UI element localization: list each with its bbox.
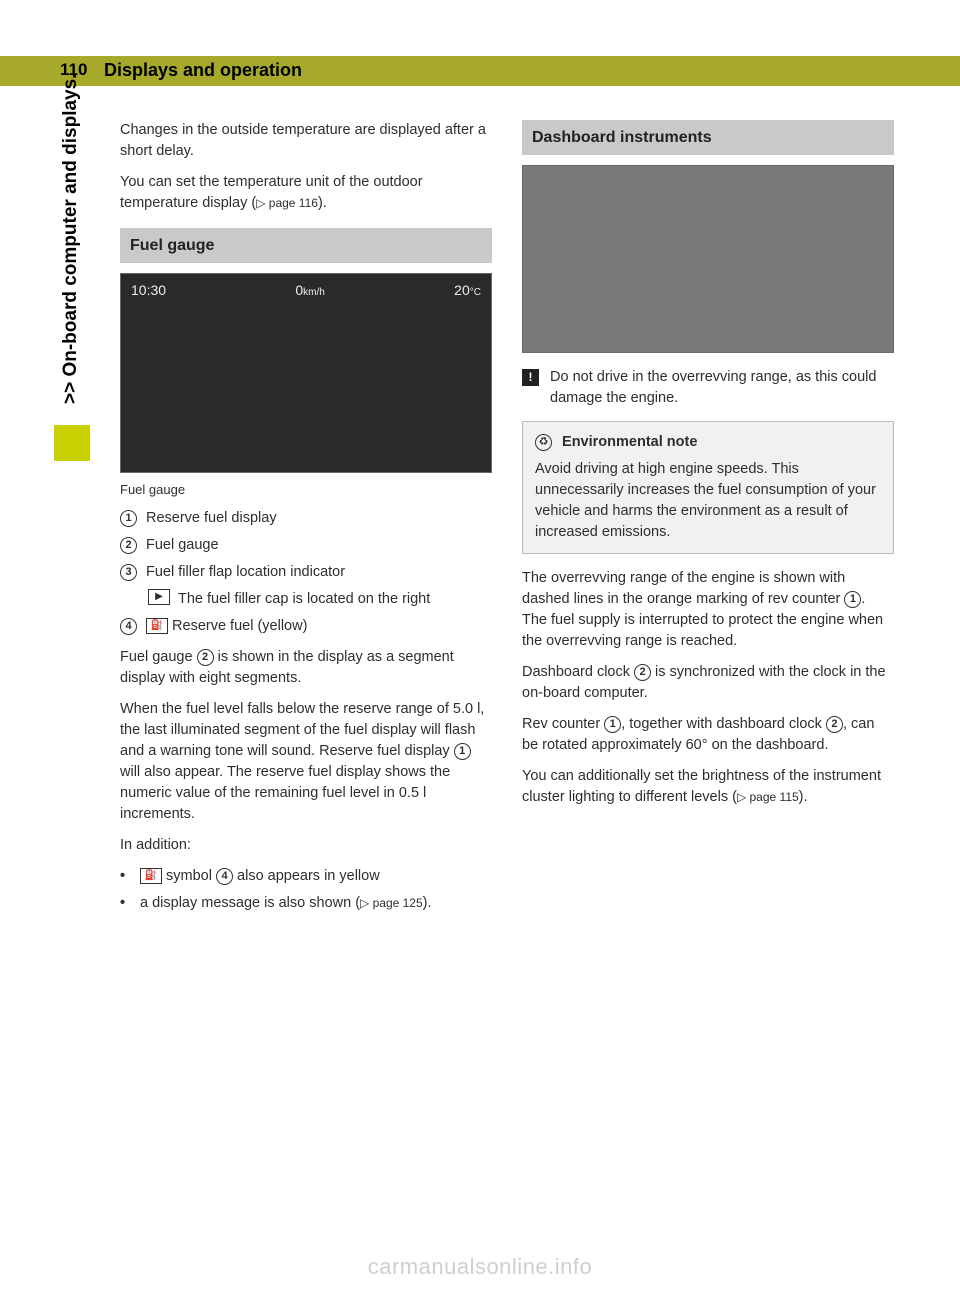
page-ref: ▷ page 125 bbox=[360, 896, 423, 910]
bullet-item: • ⛽ symbol 4 also appears in yellow bbox=[120, 866, 492, 887]
fuel-gauge-figure: 10:30 0km/h 20°C bbox=[120, 273, 492, 473]
dashboard-instruments-heading: Dashboard instruments bbox=[522, 120, 894, 155]
intro-paragraph-2: You can set the temperature unit of the … bbox=[120, 172, 492, 214]
legend-row: 2 Fuel gauge bbox=[120, 535, 492, 556]
text: a display message is also shown ( bbox=[140, 895, 360, 911]
text: ). bbox=[799, 789, 808, 805]
callout-2-icon: 2 bbox=[826, 716, 843, 733]
fuel-pump-icon: ⛽ bbox=[140, 868, 162, 884]
legend-text: ⛽ Reserve fuel (yellow) bbox=[146, 616, 492, 637]
callout-2-icon: 2 bbox=[197, 649, 214, 666]
bullet-text: ⛽ symbol 4 also appears in yellow bbox=[140, 866, 492, 887]
page-ref: ▷ page 115 bbox=[737, 790, 799, 804]
warning-note: ! Do not drive in the overrevving range,… bbox=[522, 367, 894, 409]
side-tab-marker bbox=[54, 425, 90, 461]
legend-text: Reserve fuel display bbox=[146, 508, 492, 529]
fuel-gauge-heading: Fuel gauge bbox=[120, 228, 492, 263]
legend-row: 1 Reserve fuel display bbox=[120, 508, 492, 529]
text: Rev counter bbox=[522, 716, 604, 732]
callout-1-icon: 1 bbox=[120, 510, 137, 527]
warning-icon: ! bbox=[522, 369, 539, 386]
fuel-pump-icon: ⛽ bbox=[146, 618, 168, 634]
body-paragraph: The overrevving range of the engine is s… bbox=[522, 568, 894, 652]
text: symbol bbox=[162, 868, 216, 884]
side-tab-label: >> On-board computer and displays. bbox=[60, 74, 82, 404]
text: also appears in yellow bbox=[233, 868, 380, 884]
environment-icon: ♻ bbox=[535, 434, 552, 451]
text: ). bbox=[423, 895, 432, 911]
environmental-note-title: Environmental note bbox=[562, 434, 697, 450]
legend-subrow: ▶ The fuel filler cap is located on the … bbox=[120, 589, 492, 610]
right-column: Dashboard instruments ! Do not drive in … bbox=[522, 120, 894, 1242]
text: You can additionally set the brightness … bbox=[522, 768, 881, 805]
body-paragraph: Fuel gauge 2 is shown in the display as … bbox=[120, 647, 492, 689]
page-ref: ▷ page 116 bbox=[256, 196, 318, 210]
content-columns: Changes in the outside temperature are d… bbox=[120, 120, 896, 1242]
figure-caption: Fuel gauge bbox=[120, 481, 492, 500]
legend-text: Fuel filler flap location indicator bbox=[146, 562, 492, 583]
bullet-text: a display message is also shown (▷ page … bbox=[140, 893, 492, 914]
text: The overrevving range of the engine is s… bbox=[522, 570, 845, 607]
display-time: 10:30 bbox=[131, 280, 166, 301]
body-paragraph: Rev counter 1, together with dashboard c… bbox=[522, 714, 894, 756]
text: When the fuel level falls below the rese… bbox=[120, 701, 484, 759]
warning-text: Do not drive in the overrevving range, a… bbox=[550, 367, 894, 409]
callout-4-icon: 4 bbox=[120, 618, 137, 635]
text: ). bbox=[318, 195, 327, 211]
legend-row: 4 ⛽ Reserve fuel (yellow) bbox=[120, 616, 492, 637]
callout-3-icon: 3 bbox=[120, 564, 137, 581]
text: Fuel gauge bbox=[120, 649, 197, 665]
legend-subtext: The fuel filler cap is located on the ri… bbox=[178, 589, 430, 610]
intro-paragraph-1: Changes in the outside temperature are d… bbox=[120, 120, 492, 162]
display-speed: 0km/h bbox=[295, 280, 324, 301]
bullet-icon: • bbox=[120, 893, 130, 914]
in-addition-label: In addition: bbox=[120, 835, 492, 856]
callout-2-icon: 2 bbox=[634, 664, 651, 681]
text: Reserve fuel (yellow) bbox=[172, 618, 307, 634]
body-paragraph: When the fuel level falls below the rese… bbox=[120, 699, 492, 825]
body-paragraph: Dashboard clock 2 is synchronized with t… bbox=[522, 662, 894, 704]
text: , together with dashboard clock bbox=[621, 716, 826, 732]
watermark: carmanualsonline.info bbox=[0, 1254, 960, 1280]
callout-1-icon: 1 bbox=[454, 743, 471, 760]
display-temp: 20°C bbox=[454, 280, 481, 301]
text: will also appear. The reserve fuel displ… bbox=[120, 764, 450, 822]
callout-1-icon: 1 bbox=[844, 591, 861, 608]
text: Dashboard clock bbox=[522, 664, 634, 680]
manual-page: 110 Displays and operation >> On-board c… bbox=[0, 0, 960, 1302]
callout-2-icon: 2 bbox=[120, 537, 137, 554]
environmental-note-text: Avoid driving at high engine speeds. Thi… bbox=[535, 459, 881, 543]
dashboard-display-readout: 10:30 0km/h 20°C bbox=[131, 280, 481, 301]
bullet-item: • a display message is also shown (▷ pag… bbox=[120, 893, 492, 914]
left-column: Changes in the outside temperature are d… bbox=[120, 120, 492, 1242]
callout-1-icon: 1 bbox=[604, 716, 621, 733]
legend-row: 3 Fuel filler flap location indicator bbox=[120, 562, 492, 583]
body-paragraph: You can additionally set the brightness … bbox=[522, 766, 894, 808]
bullet-icon: • bbox=[120, 866, 130, 887]
callout-4-icon: 4 bbox=[216, 868, 233, 885]
arrow-right-icon: ▶ bbox=[148, 589, 170, 605]
legend-text: Fuel gauge bbox=[146, 535, 492, 556]
dashboard-instruments-figure bbox=[522, 165, 894, 353]
environmental-note-box: ♻ Environmental note Avoid driving at hi… bbox=[522, 421, 894, 554]
section-title: Displays and operation bbox=[104, 60, 302, 81]
